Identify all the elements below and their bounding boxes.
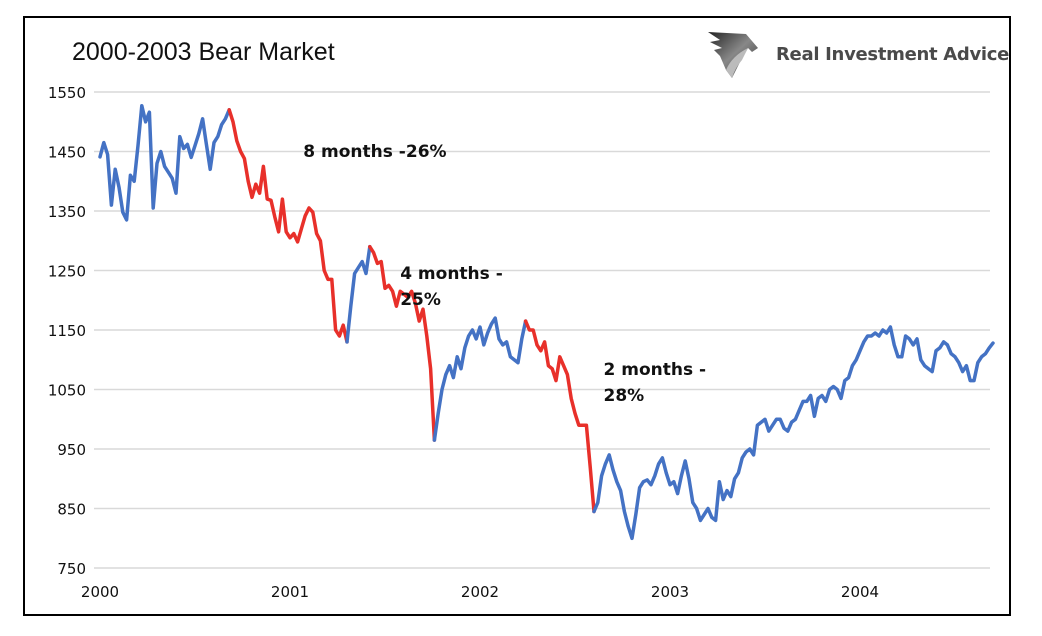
chart-title: 2000-2003 Bear Market: [72, 38, 335, 66]
y-tick-label: 850: [57, 501, 86, 519]
y-tick-label: 1350: [48, 203, 86, 221]
series-line-5: [523, 319, 596, 514]
x-tick-label: 2003: [651, 583, 689, 601]
series-line-6: [592, 325, 995, 541]
y-tick-label: 750: [57, 560, 86, 578]
series-line-1: [227, 108, 349, 344]
brand-logo: [702, 26, 1022, 86]
annotation-label: 4 months - 25%: [400, 264, 503, 311]
chart-frame: [23, 16, 1011, 616]
eagle-shield-icon: [708, 32, 758, 78]
y-tick-label: 1050: [48, 382, 86, 400]
y-tick-label: 1250: [48, 263, 86, 281]
x-tick-label: 2000: [81, 583, 119, 601]
x-tick-label: 2004: [841, 583, 879, 601]
series-line-4: [432, 316, 528, 442]
brand-name: Real Investment Advice: [776, 44, 1010, 65]
x-tick-label: 2001: [271, 583, 309, 601]
x-tick-label: 2002: [461, 583, 499, 601]
series-line-0: [98, 103, 231, 222]
y-tick-label: 1150: [48, 322, 86, 340]
annotation-label: 2 months - 28%: [603, 359, 707, 406]
y-tick-label: 1550: [48, 84, 86, 102]
annotation-label: 8 months -26%: [303, 142, 447, 163]
y-tick-label: 950: [57, 441, 86, 459]
y-tick-label: 1450: [48, 144, 86, 162]
series-line-2: [345, 244, 372, 344]
series-line-3: [368, 244, 437, 442]
